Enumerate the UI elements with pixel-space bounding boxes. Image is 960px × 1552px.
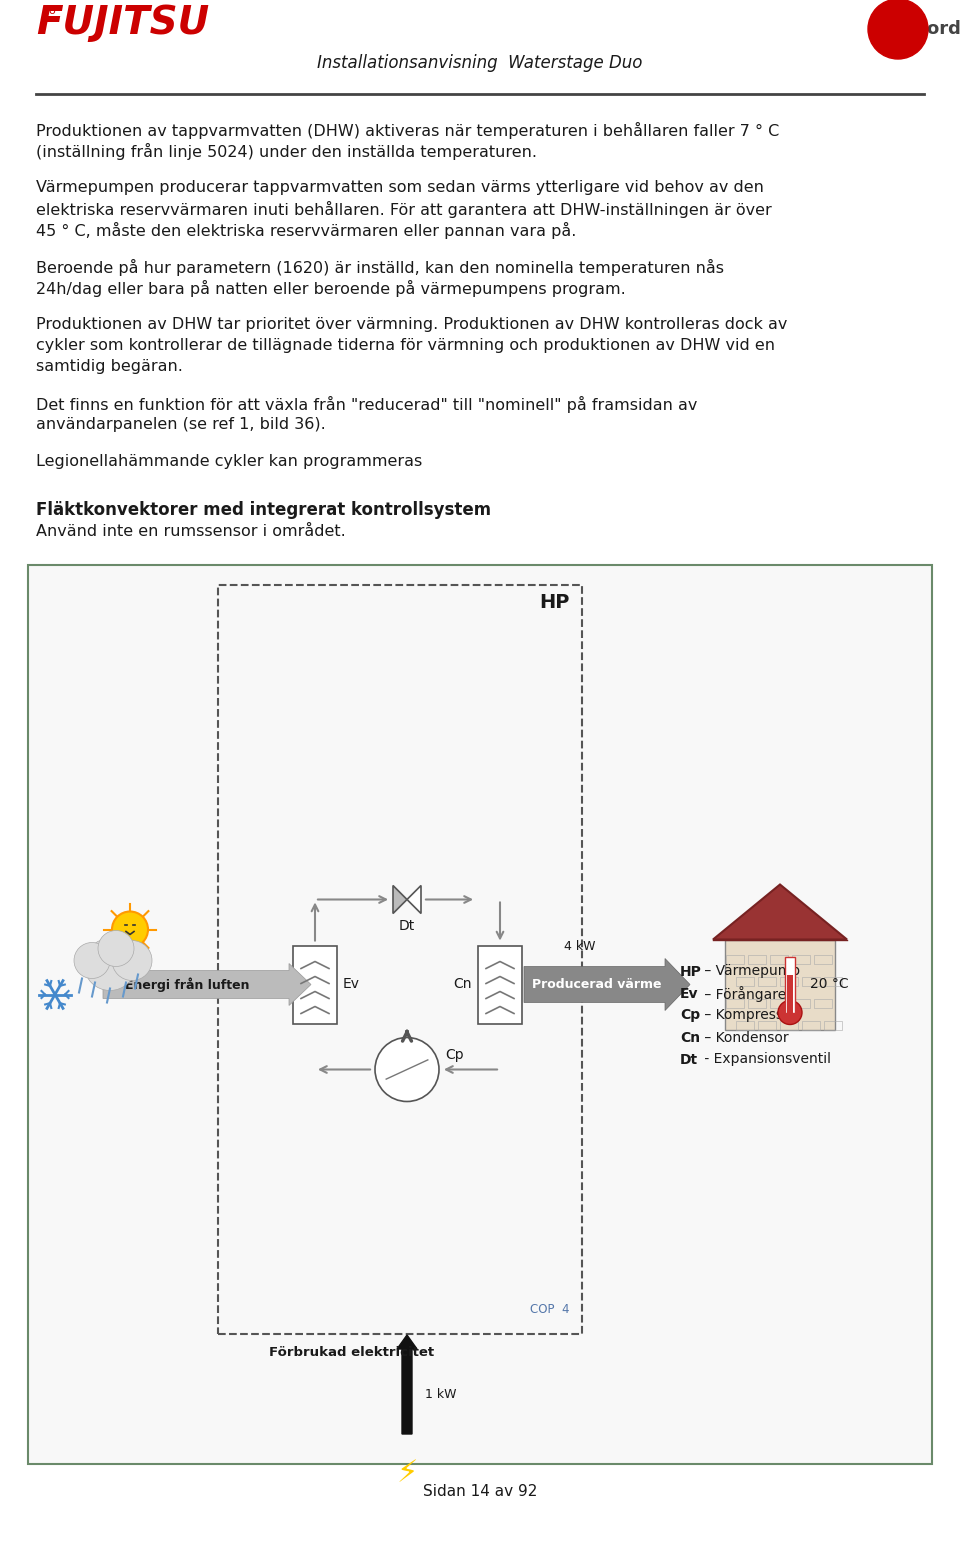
Bar xyxy=(792,954,810,964)
Text: samtidig begäran.: samtidig begäran. xyxy=(36,359,182,374)
Text: – Förångare: – Förångare xyxy=(700,987,786,1003)
Text: FUJITSU: FUJITSU xyxy=(36,5,209,42)
Text: FG: FG xyxy=(882,16,907,33)
Bar xyxy=(824,1021,842,1029)
Text: användarpanelen (se ref 1, bild 36).: användarpanelen (se ref 1, bild 36). xyxy=(36,417,325,431)
Text: HP: HP xyxy=(680,964,702,978)
Text: elektriska reservvärmaren inuti behållaren. För att garantera att DHW-inställnin: elektriska reservvärmaren inuti behållar… xyxy=(36,202,772,217)
Text: Cn: Cn xyxy=(453,978,472,992)
FancyArrow shape xyxy=(103,964,311,1006)
Text: Legionellahämmande cykler kan programmeras: Legionellahämmande cykler kan programmer… xyxy=(36,455,422,469)
Text: 24h/dag eller bara på natten eller beroende på värmepumpens program.: 24h/dag eller bara på natten eller beroe… xyxy=(36,279,626,296)
Bar xyxy=(785,956,795,1012)
Text: (inställning från linje 5024) under den inställda temperaturen.: (inställning från linje 5024) under den … xyxy=(36,143,537,160)
Text: Ev: Ev xyxy=(680,987,699,1001)
Circle shape xyxy=(84,939,136,990)
Bar xyxy=(478,945,522,1023)
Text: 20 °C: 20 °C xyxy=(810,978,849,992)
Text: Cp: Cp xyxy=(680,1009,700,1023)
Text: Värmepumpen producerar tappvarmvatten som sedan värms ytterligare vid behov av d: Värmepumpen producerar tappvarmvatten so… xyxy=(36,180,764,196)
Text: ⚡: ⚡ xyxy=(396,1459,418,1488)
Bar xyxy=(780,1021,798,1029)
Circle shape xyxy=(868,0,928,59)
Bar xyxy=(814,954,832,964)
Circle shape xyxy=(375,1037,439,1102)
Bar xyxy=(758,976,776,986)
Text: Förbrukad elektricitet: Förbrukad elektricitet xyxy=(270,1346,435,1360)
Text: Dt: Dt xyxy=(680,1052,698,1066)
Bar xyxy=(770,998,788,1007)
Text: Dt: Dt xyxy=(398,919,415,933)
Bar xyxy=(780,976,798,986)
Bar xyxy=(758,1021,776,1029)
Text: Nordic: Nordic xyxy=(912,20,960,37)
Circle shape xyxy=(778,1001,802,1024)
Text: Produktionen av DHW tar prioritet över värmning. Produktionen av DHW kontrollera: Produktionen av DHW tar prioritet över v… xyxy=(36,317,787,332)
Text: Sidan 14 av 92: Sidan 14 av 92 xyxy=(422,1485,538,1499)
Polygon shape xyxy=(393,886,407,914)
Circle shape xyxy=(74,942,110,978)
Text: o: o xyxy=(48,6,55,16)
Circle shape xyxy=(112,941,152,981)
Text: 1 kW: 1 kW xyxy=(425,1387,457,1400)
Text: Producerad värme: Producerad värme xyxy=(532,978,661,992)
Text: - Expansionsventil: - Expansionsventil xyxy=(700,1052,831,1066)
Text: 45 ° C, måste den elektriska reservvärmaren eller pannan vara på.: 45 ° C, måste den elektriska reservvärma… xyxy=(36,222,576,239)
Text: Det finns en funktion för att växla från "reducerad" till "nominell" på framsida: Det finns en funktion för att växla från… xyxy=(36,396,697,413)
Bar xyxy=(770,954,788,964)
Text: Ev: Ev xyxy=(343,978,360,992)
Bar xyxy=(736,1021,754,1029)
Polygon shape xyxy=(407,886,421,914)
Bar xyxy=(792,998,810,1007)
Bar xyxy=(726,998,744,1007)
Text: Energi från luften: Energi från luften xyxy=(125,978,250,992)
Text: Cp: Cp xyxy=(445,1048,464,1062)
Bar xyxy=(787,975,793,1012)
Text: Beroende på hur parametern (1620) är inställd, kan den nominella temperaturen nå: Beroende på hur parametern (1620) är ins… xyxy=(36,259,724,276)
Circle shape xyxy=(98,931,134,967)
Circle shape xyxy=(112,911,148,948)
Text: – Kompressor: – Kompressor xyxy=(700,1009,797,1023)
FancyArrow shape xyxy=(524,959,690,1010)
Text: HP: HP xyxy=(540,593,570,611)
Text: Fläktkonvektorer med integrerat kontrollsystem: Fläktkonvektorer med integrerat kontroll… xyxy=(36,501,492,518)
Bar xyxy=(802,1021,820,1029)
Bar xyxy=(748,954,766,964)
Polygon shape xyxy=(713,885,847,939)
Bar xyxy=(824,976,842,986)
Bar xyxy=(218,585,582,1335)
Text: – Kondensor: – Kondensor xyxy=(700,1031,788,1044)
Text: cykler som kontrollerar de tillägnade tiderna för värmning och produktionen av D: cykler som kontrollerar de tillägnade ti… xyxy=(36,338,775,352)
Bar xyxy=(814,998,832,1007)
Bar xyxy=(28,565,932,1464)
Bar xyxy=(748,998,766,1007)
Text: Produktionen av tappvarmvatten (DHW) aktiveras när temperaturen i behållaren fal: Produktionen av tappvarmvatten (DHW) akt… xyxy=(36,123,780,140)
Bar xyxy=(802,976,820,986)
Text: – Värmepump: – Värmepump xyxy=(700,964,800,978)
Bar xyxy=(736,976,754,986)
Text: Använd inte en rumssensor i området.: Använd inte en rumssensor i området. xyxy=(36,525,346,539)
Bar xyxy=(293,945,337,1023)
Text: COP  4: COP 4 xyxy=(531,1304,570,1316)
Text: Installationsanvisning  Waterstage Duo: Installationsanvisning Waterstage Duo xyxy=(318,54,642,71)
Bar xyxy=(725,939,835,1029)
Bar xyxy=(726,954,744,964)
FancyArrow shape xyxy=(397,1335,417,1434)
Text: Cn: Cn xyxy=(680,1031,700,1044)
Text: 4 kW: 4 kW xyxy=(564,939,595,953)
